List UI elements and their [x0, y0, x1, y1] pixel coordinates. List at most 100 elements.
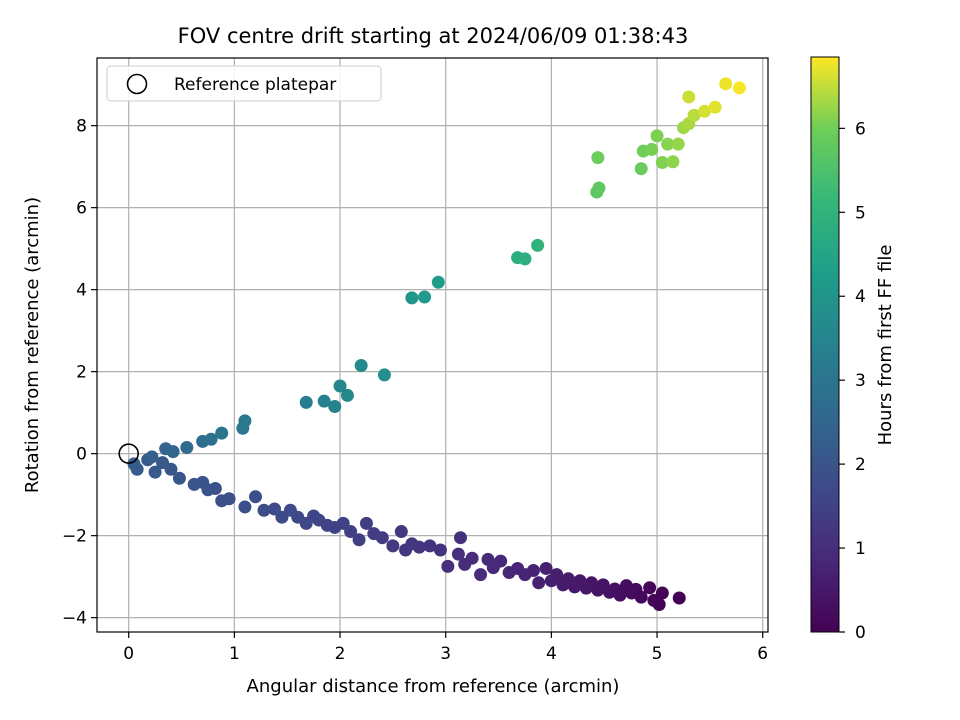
y-tick-label: 2 — [76, 363, 87, 383]
data-point — [687, 108, 701, 122]
data-point — [386, 539, 400, 553]
legend-marker — [126, 73, 148, 95]
data-point — [180, 441, 194, 454]
data-point — [645, 142, 659, 156]
data-point — [539, 561, 553, 575]
data-point — [698, 104, 712, 118]
data-point — [502, 566, 516, 580]
data-points — [127, 77, 746, 612]
data-point — [156, 456, 170, 470]
x-tick-label: 1 — [229, 644, 240, 664]
data-point — [238, 500, 252, 514]
data-point — [532, 576, 546, 590]
data-point — [708, 100, 722, 114]
data-point — [367, 527, 381, 541]
data-point — [682, 90, 696, 104]
colorbar-tick-label: 6 — [855, 119, 866, 139]
data-point — [619, 579, 633, 593]
data-point — [405, 291, 419, 305]
legend: Reference platepar — [106, 65, 382, 102]
data-point — [333, 379, 347, 393]
data-point — [352, 533, 366, 547]
data-point — [441, 559, 455, 573]
x-tick-label: 3 — [440, 644, 451, 664]
data-point — [556, 578, 570, 592]
data-point — [647, 593, 661, 607]
data-point — [591, 151, 605, 165]
legend-label: Reference platepar — [174, 75, 336, 95]
data-point — [328, 400, 342, 413]
data-point — [354, 359, 368, 372]
data-point — [650, 129, 664, 143]
data-point — [544, 574, 558, 588]
y-tick-label: −4 — [62, 609, 87, 629]
data-point — [204, 432, 218, 446]
data-point — [377, 368, 391, 382]
data-point — [719, 77, 733, 91]
data-point — [187, 477, 201, 491]
data-point — [127, 457, 141, 471]
data-point — [592, 181, 606, 195]
data-point — [148, 465, 162, 479]
data-point — [359, 516, 373, 530]
data-point — [454, 531, 468, 545]
data-point — [431, 275, 445, 289]
y-tick-label: 4 — [76, 281, 87, 301]
data-point — [481, 552, 495, 566]
colorbar-tick-label: 1 — [855, 539, 866, 559]
data-point — [531, 238, 545, 252]
colorbar-gradient — [810, 56, 840, 633]
data-point — [399, 543, 413, 557]
x-tick-label: 5 — [652, 644, 663, 664]
y-axis-label: Rotation from reference (arcmin) — [22, 197, 43, 493]
colorbar-ticks: 0 1 2 3 4 5 6 — [839, 119, 866, 643]
data-point — [451, 547, 465, 561]
reference-platepar-marker — [118, 443, 140, 464]
colorbar-tick-label: 2 — [855, 455, 866, 475]
colorbar-tick-label: 4 — [855, 287, 866, 307]
grid-lines — [97, 58, 768, 632]
data-point — [643, 581, 657, 595]
y-tick-label: 6 — [76, 199, 87, 219]
plot-frame — [96, 57, 769, 633]
data-point — [634, 162, 648, 176]
y-tick-label: 0 — [76, 445, 87, 465]
data-point — [418, 290, 432, 304]
data-point — [145, 450, 159, 464]
colorbar-label: Hours from first FF file — [875, 245, 896, 446]
data-point — [666, 155, 680, 169]
x-axis-ticks: 0 1 2 3 4 5 6 — [123, 632, 768, 664]
data-point — [215, 494, 229, 508]
y-tick-label: −2 — [62, 527, 87, 547]
data-point — [257, 503, 271, 517]
data-point — [732, 81, 746, 95]
data-point — [317, 394, 331, 408]
data-point — [249, 490, 263, 504]
colorbar-tick-label: 3 — [855, 371, 866, 391]
x-tick-label: 4 — [546, 644, 557, 664]
x-tick-label: 0 — [123, 644, 134, 664]
x-axis-label: Angular distance from reference (arcmin) — [247, 676, 620, 697]
data-point — [671, 137, 685, 151]
x-tick-label: 6 — [757, 644, 768, 664]
data-point — [518, 252, 532, 266]
chart-title: FOV centre drift starting at 2024/06/09 … — [178, 24, 689, 48]
data-point — [172, 471, 186, 485]
data-point — [423, 539, 437, 553]
data-point — [268, 502, 282, 516]
data-point — [215, 426, 229, 440]
data-point — [394, 525, 408, 539]
y-axis-ticks: −4 −2 0 2 4 6 8 — [62, 117, 97, 629]
data-point — [672, 591, 686, 605]
data-point — [655, 156, 669, 170]
data-point — [299, 395, 313, 409]
data-point — [340, 388, 354, 402]
data-point — [433, 543, 447, 557]
data-point — [238, 414, 252, 428]
colorbar-tick-label: 5 — [855, 203, 866, 223]
data-point — [166, 445, 180, 459]
colorbar-tick-label: 0 — [855, 623, 866, 643]
data-point — [661, 137, 675, 151]
data-point — [655, 586, 669, 600]
